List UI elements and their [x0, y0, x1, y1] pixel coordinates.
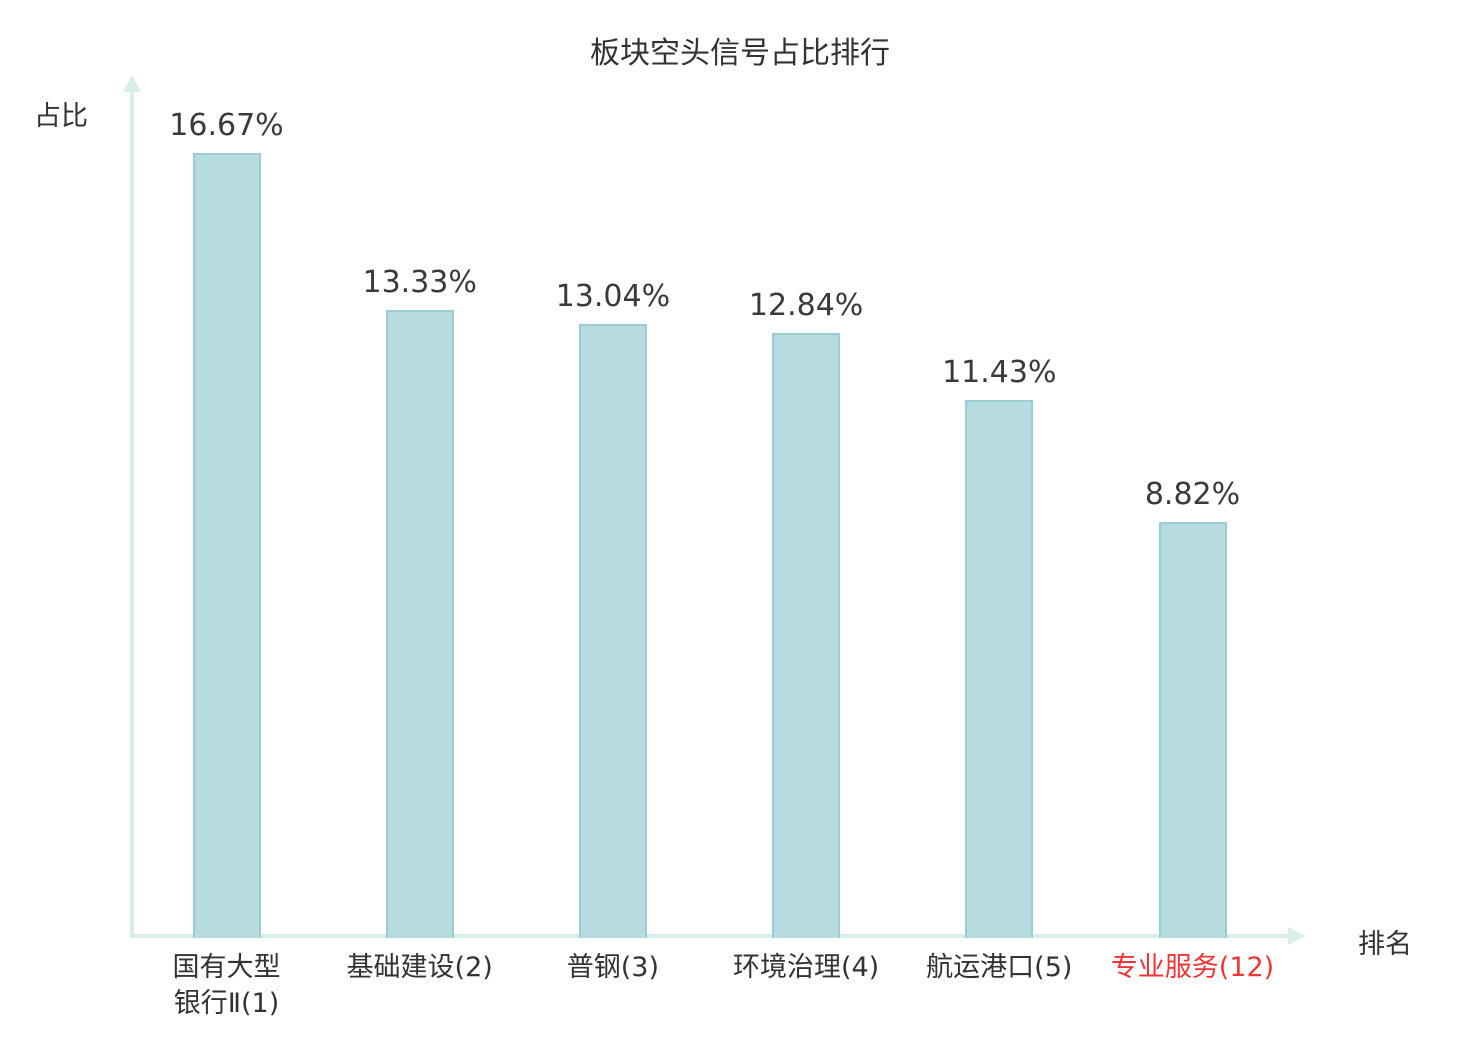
y-axis-arrow-icon [123, 75, 141, 92]
y-axis-label: 占比 [34, 101, 88, 132]
bar-value-label: 16.67% [169, 107, 284, 143]
chart-title: 板块空头信号占比排行 [590, 36, 890, 71]
x-axis-line [130, 934, 1290, 938]
bar-value-label: 13.33% [362, 265, 477, 301]
bar [192, 152, 261, 938]
bar [965, 399, 1034, 938]
bar-category-label: 基础建设(2) [346, 952, 493, 983]
bar-value-label: 8.82% [1144, 477, 1241, 513]
bar-value-label: 12.84% [748, 288, 864, 324]
bar-category-label: 国有大型 银行Ⅱ(1) [172, 952, 281, 1020]
bar-category-label: 航运港口(5) [926, 952, 1073, 983]
bar-value-label: 11.43% [942, 354, 1057, 390]
bar [385, 310, 454, 938]
plot-area: 16.67% 国有大型 银行Ⅱ(1) 13.33% 基础建设(2) 13.04% 普钢(3… [123, 75, 1305, 1019]
x-axis-label: 排名 [1358, 929, 1412, 960]
x-axis-arrow-icon [1288, 927, 1305, 945]
bar [578, 323, 647, 938]
bar-category-label: 普钢(3) [566, 952, 660, 983]
y-axis-line [130, 90, 134, 938]
bar-value-label: 13.04% [555, 278, 671, 314]
bar [772, 333, 841, 938]
bar-category-label: 环境治理(4) [732, 952, 880, 983]
bar [1158, 522, 1227, 938]
bar-category-label: 专业服务(12) [1110, 952, 1275, 983]
